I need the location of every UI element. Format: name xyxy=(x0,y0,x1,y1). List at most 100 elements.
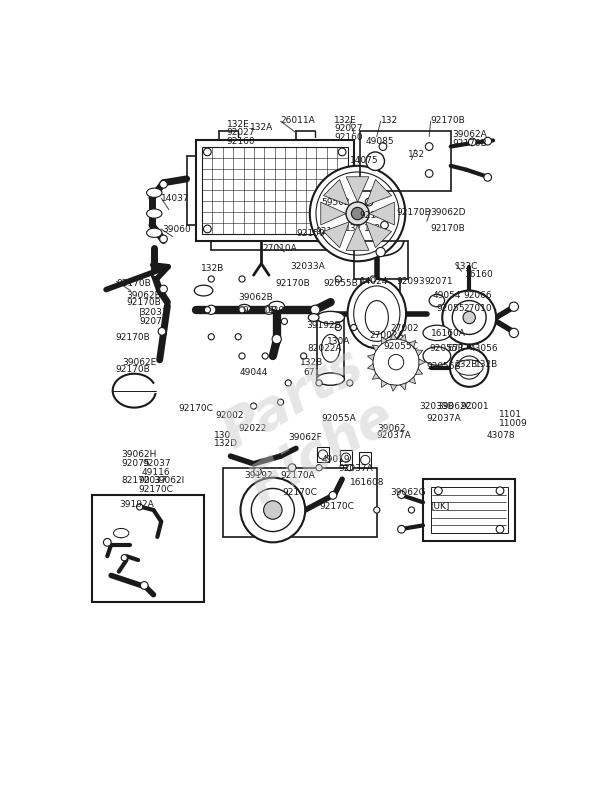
Bar xyxy=(196,141,354,240)
Circle shape xyxy=(379,143,387,151)
Bar xyxy=(423,479,515,541)
Text: 92150: 92150 xyxy=(296,229,325,238)
Text: 27010: 27010 xyxy=(463,304,491,312)
Text: 39062G: 39062G xyxy=(391,488,426,498)
Circle shape xyxy=(350,324,357,330)
Polygon shape xyxy=(346,177,369,202)
Ellipse shape xyxy=(322,334,340,362)
Circle shape xyxy=(374,507,380,513)
Circle shape xyxy=(160,236,167,243)
Text: 92170B: 92170B xyxy=(275,279,310,288)
Text: 82022A: 82022A xyxy=(308,345,342,353)
Circle shape xyxy=(281,318,287,324)
Text: 92055: 92055 xyxy=(437,304,466,312)
Text: 27002: 27002 xyxy=(391,323,419,333)
Text: 132B: 132B xyxy=(455,360,479,369)
Text: 92160: 92160 xyxy=(334,133,363,142)
Text: 43056: 43056 xyxy=(469,345,498,353)
Circle shape xyxy=(484,173,491,181)
Text: 671: 671 xyxy=(304,367,321,377)
Circle shape xyxy=(373,339,419,385)
Text: 132: 132 xyxy=(364,224,381,232)
Circle shape xyxy=(316,380,322,386)
Text: 132E: 132E xyxy=(227,119,250,129)
Circle shape xyxy=(365,198,373,206)
Text: 92055B: 92055B xyxy=(323,279,358,288)
Circle shape xyxy=(208,276,214,282)
Circle shape xyxy=(160,181,167,188)
Text: 132B: 132B xyxy=(300,357,323,367)
Text: 132C: 132C xyxy=(455,262,479,271)
Ellipse shape xyxy=(146,188,162,197)
Bar xyxy=(317,317,344,379)
Polygon shape xyxy=(400,383,406,390)
Text: [UK]: [UK] xyxy=(431,501,450,509)
Circle shape xyxy=(160,285,167,293)
Text: 92170B: 92170B xyxy=(431,224,466,232)
Circle shape xyxy=(254,468,262,476)
Polygon shape xyxy=(366,180,392,206)
Text: 32033A: 32033A xyxy=(290,262,325,271)
Text: 59502: 59502 xyxy=(322,198,350,207)
Text: 39062H: 39062H xyxy=(121,450,157,459)
Text: 132B: 132B xyxy=(201,264,224,272)
Circle shape xyxy=(263,501,282,519)
Text: 49054: 49054 xyxy=(432,291,461,301)
Circle shape xyxy=(361,455,370,465)
Circle shape xyxy=(241,477,305,542)
Text: 16160: 16160 xyxy=(466,270,494,279)
Ellipse shape xyxy=(429,294,445,307)
Text: 11009: 11009 xyxy=(499,419,527,428)
Circle shape xyxy=(452,301,486,334)
Text: 82170: 82170 xyxy=(121,476,150,485)
Text: 92170B: 92170B xyxy=(396,208,431,217)
Polygon shape xyxy=(419,359,425,365)
Circle shape xyxy=(311,305,320,315)
Text: 27002A: 27002A xyxy=(369,331,404,341)
Text: 92071: 92071 xyxy=(425,277,453,287)
Polygon shape xyxy=(416,368,423,374)
Text: 92037: 92037 xyxy=(142,459,170,468)
Polygon shape xyxy=(373,345,379,352)
Text: 92170B: 92170B xyxy=(452,139,487,148)
Text: 92055A: 92055A xyxy=(322,414,356,423)
Polygon shape xyxy=(409,341,416,347)
Polygon shape xyxy=(367,363,374,370)
Circle shape xyxy=(265,305,274,315)
Circle shape xyxy=(310,166,405,261)
Ellipse shape xyxy=(317,312,344,323)
Text: Parts
Fiche: Parts Fiche xyxy=(211,337,404,513)
Circle shape xyxy=(484,137,491,145)
Text: 14037: 14037 xyxy=(161,195,190,203)
Bar xyxy=(431,487,508,533)
Circle shape xyxy=(398,525,405,533)
Text: 92022: 92022 xyxy=(238,424,266,433)
Text: 39062F: 39062F xyxy=(288,433,322,442)
Circle shape xyxy=(398,491,405,498)
Text: 92072: 92072 xyxy=(140,316,168,326)
Bar xyxy=(340,450,352,466)
Text: 132: 132 xyxy=(344,224,362,232)
Polygon shape xyxy=(367,354,374,360)
Text: 92027: 92027 xyxy=(227,128,255,137)
Circle shape xyxy=(442,290,496,345)
Circle shape xyxy=(208,334,214,340)
Text: 27010A: 27010A xyxy=(263,244,298,254)
Text: 39062B: 39062B xyxy=(238,293,273,302)
Circle shape xyxy=(103,539,111,546)
Polygon shape xyxy=(400,334,406,341)
Bar xyxy=(202,147,347,235)
Text: 132E: 132E xyxy=(334,115,357,125)
Ellipse shape xyxy=(423,325,451,341)
Circle shape xyxy=(335,276,341,282)
Polygon shape xyxy=(321,203,346,225)
Text: 92037A: 92037A xyxy=(427,414,461,423)
Polygon shape xyxy=(409,377,416,384)
Text: 39062: 39062 xyxy=(377,424,406,433)
Text: 92170B: 92170B xyxy=(127,298,161,307)
Circle shape xyxy=(203,148,211,155)
Text: 132B: 132B xyxy=(475,360,499,369)
Text: 16160A: 16160A xyxy=(431,329,466,338)
Circle shape xyxy=(239,276,245,282)
Text: 92055B: 92055B xyxy=(429,345,464,353)
